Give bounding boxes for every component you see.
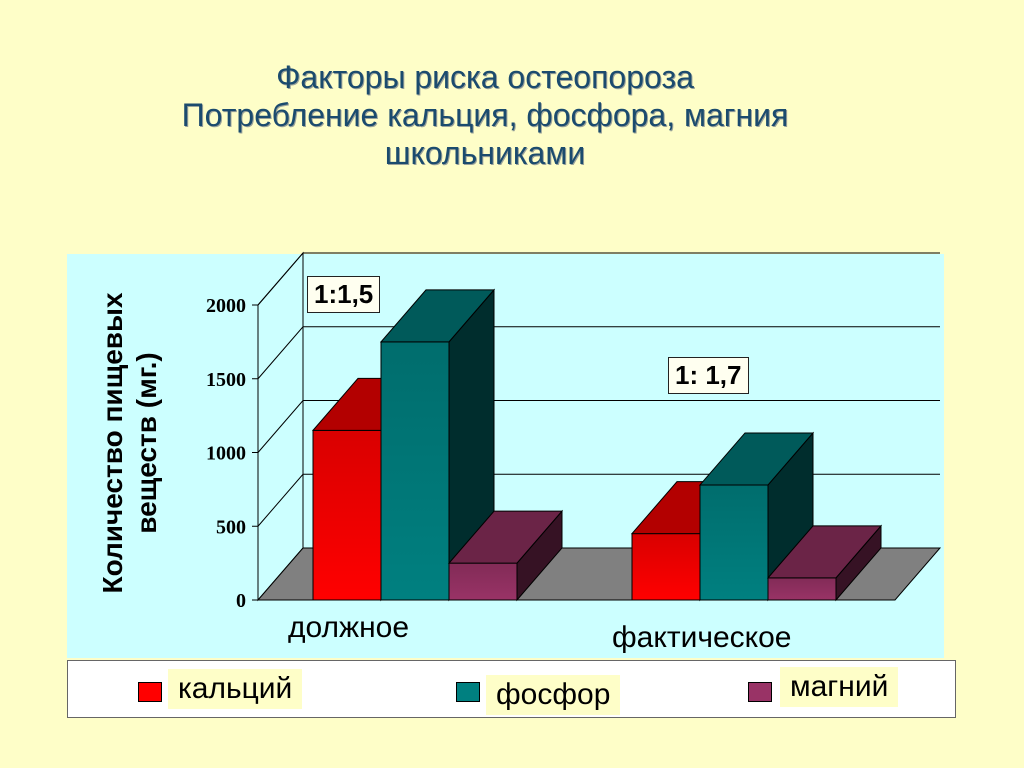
legend-swatch-magnesium (748, 682, 772, 702)
y-tick-label-4: 2000 (206, 295, 246, 317)
y-axis-label: Количество пищевых веществ (мг.) (96, 253, 176, 633)
y-tick-label-1: 500 (216, 516, 246, 538)
title-line-3: школьниками (384, 135, 586, 171)
legend: кальций фосфор магний (67, 660, 956, 718)
y-axis-label-line-2: веществ (мг.) (131, 352, 162, 534)
ratio-annotation-1: 1: 1,7 (668, 357, 749, 394)
bar-top-магний-должное (447, 510, 564, 564)
bar-top-фосфор-фактическое (698, 432, 815, 486)
bar-front-фосфор-фактическое (699, 484, 769, 601)
bar-front-магний-должное (448, 562, 518, 601)
y-tick-label-0: 0 (236, 590, 246, 612)
y-axis-label-line-1: Количество пищевых (97, 292, 128, 594)
gridline-2 (257, 400, 940, 453)
bar-front-кальций-фактическое (631, 533, 701, 601)
bar-top-фосфор-должное (379, 289, 496, 343)
gridline-3 (257, 326, 940, 380)
legend-label-phosphorus: фосфор (486, 675, 621, 715)
y-tick-label-3: 1500 (206, 369, 246, 391)
bar-front-кальций-должное (312, 429, 382, 601)
y-tick-label-2: 1000 (206, 443, 246, 465)
bar-front-магний-фактическое (767, 577, 837, 601)
ratio-annotation-0: 1:1,5 (307, 276, 381, 313)
chart-title: Факторы риска остеопороза Потребление ка… (60, 58, 910, 172)
title-line-1: Факторы риска остеопороза (276, 59, 694, 95)
category-label-0: должное (280, 610, 418, 646)
gridline-4 (257, 252, 940, 306)
legend-label-calcium: кальций (168, 669, 303, 709)
bar-front-фосфор-должное (380, 341, 450, 601)
legend-swatch-phosphorus (456, 682, 480, 702)
legend-swatch-calcium (138, 682, 162, 702)
title-line-2: Потребление кальция, фосфора, магния (181, 97, 789, 133)
bar-top-магний-фактическое (766, 525, 883, 579)
legend-label-magnesium: магний (780, 667, 899, 707)
category-label-1: фактическое (604, 620, 800, 656)
